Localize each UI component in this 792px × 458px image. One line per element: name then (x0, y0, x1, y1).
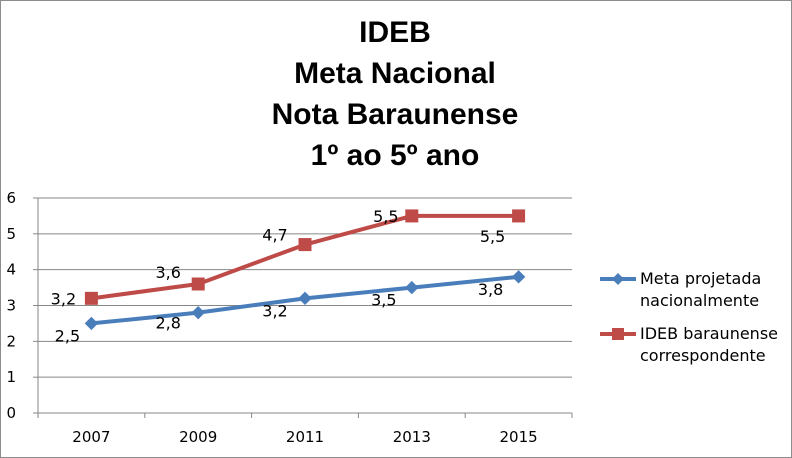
series-1-data-label-2013: 5,5 (373, 207, 398, 226)
y-tick-label-3: 3 (6, 297, 16, 315)
series-1-data-label-2007: 3,2 (51, 289, 76, 308)
title-line-3: Nota Baraunense (271, 98, 519, 131)
series-1-point-2013 (405, 209, 419, 223)
legend-label-0-line-1: nacionalmente (640, 291, 759, 310)
series-1-data-label-2009: 3,6 (155, 263, 180, 282)
series-1-point-2011 (298, 238, 312, 252)
title-line-2: Meta Nacional (294, 57, 496, 90)
legend-marker-0 (612, 273, 624, 285)
x-tick-label-2011: 2011 (286, 428, 324, 446)
series-0-data-label-2015: 3,8 (478, 280, 503, 299)
series-0-point-2015 (511, 270, 526, 284)
legend-label-0-line-0: Meta projetada (640, 269, 761, 288)
x-tick-label-2015: 2015 (500, 428, 538, 446)
series-0-point-2011 (298, 291, 312, 306)
title-line-1: IDEB (359, 16, 431, 49)
y-tick-label-2: 2 (6, 332, 16, 350)
series-0-data-label-2007: 2,5 (55, 326, 80, 345)
series-1-data-label-2015: 5,5 (480, 227, 505, 246)
series-0-data-label-2011: 3,2 (262, 301, 287, 320)
y-tick-label-6: 6 (6, 189, 16, 207)
series-1-point-2015 (512, 209, 526, 223)
x-tick-label-2013: 2013 (393, 428, 431, 446)
series-0-point-2013 (405, 280, 419, 295)
y-tick-label-5: 5 (6, 225, 16, 243)
y-tick-label-1: 1 (6, 368, 16, 386)
y-tick-label-4: 4 (6, 261, 16, 279)
x-tick-label-2007: 2007 (72, 428, 110, 446)
legend-marker-1 (612, 328, 624, 340)
series-0-point-2007 (84, 316, 99, 331)
series-1-point-2009 (191, 277, 205, 291)
series-0-data-label-2009: 2,8 (155, 314, 180, 333)
y-tick-label-0: 0 (6, 404, 16, 422)
x-tick-label-2009: 2009 (179, 428, 217, 446)
series-line-1 (91, 213, 519, 301)
series-0-point-2009 (191, 305, 205, 320)
series-0-data-label-2013: 3,5 (371, 291, 396, 310)
series-1-data-label-2011: 4,7 (262, 226, 287, 245)
title-line-4: 1º ao 5º ano (310, 139, 480, 172)
legend-label-1-line-1: correspondente (640, 346, 766, 365)
legend-label-1-line-0: IDEB baraunense (640, 324, 778, 343)
series-1-point-2007 (84, 291, 98, 305)
chart-title: IDEB Meta Nacional Nota Baraunense 1º ao… (140, 12, 650, 176)
